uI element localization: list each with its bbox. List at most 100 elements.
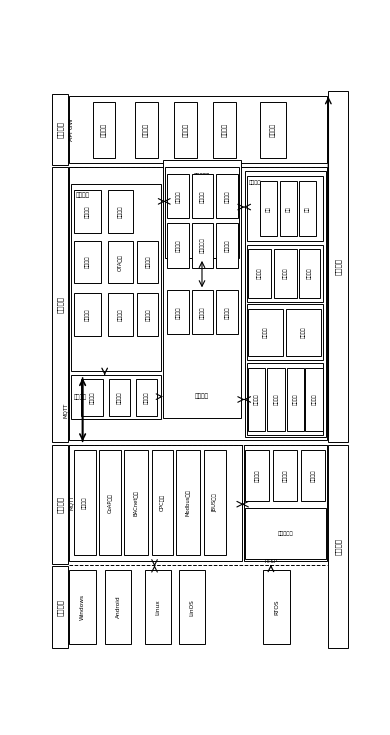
Bar [216,290,238,334]
Bar [299,181,316,237]
Text: 支付: 支付 [305,206,310,212]
Bar [192,290,213,334]
Bar [167,223,189,268]
Bar [247,304,323,360]
Bar [52,445,68,564]
Bar [69,445,241,561]
Text: 大屏模块: 大屏模块 [283,470,287,482]
Bar [135,101,158,158]
Text: 外部网关: 外部网关 [57,121,64,137]
Text: 人脸识别: 人脸识别 [249,309,262,314]
Text: Windows: Windows [80,594,85,620]
Bar [245,451,269,501]
Bar [305,368,323,431]
Bar [247,245,323,301]
Bar [176,451,200,555]
Text: Modbus模块: Modbus模块 [186,490,191,516]
Bar [273,451,297,501]
Bar [108,190,133,232]
Bar [124,451,149,555]
Text: 认证鉴权: 认证鉴权 [101,123,107,137]
Text: RTOS: RTOS [274,599,279,615]
Bar [248,309,283,356]
Bar [267,368,285,431]
Text: 前沿模块: 前沿模块 [255,470,260,482]
Text: 监控管理: 监控管理 [270,123,276,137]
Text: 数据监控: 数据监控 [200,306,205,318]
Text: 权限策略: 权限策略 [145,308,151,320]
Bar [192,174,213,218]
Bar [99,451,121,555]
Bar [69,168,327,440]
Text: 本地终端: 本地终端 [335,538,342,555]
Text: 日志审计: 日志审计 [145,256,151,268]
Bar [167,290,189,334]
Text: OPC模块: OPC模块 [160,494,165,512]
Text: CoAP模块: CoAP模块 [107,493,112,512]
Text: 人脸搜索: 人脸搜索 [301,327,306,338]
Bar [108,379,130,417]
Bar [301,451,325,501]
Text: API GW: API GW [69,118,74,141]
Text: 数据反馈: 数据反馈 [225,190,230,203]
Bar [71,375,161,419]
Bar [286,309,321,356]
Bar [204,451,226,555]
Bar [71,184,161,371]
Text: 感算储快播: 感算储快播 [277,531,293,536]
Bar [179,570,205,644]
Text: 协议转换: 协议转换 [144,123,149,137]
Text: 控制模块: 控制模块 [310,470,316,482]
Text: BACnet模块: BACnet模块 [134,490,138,516]
Text: 流量控制: 流量控制 [183,123,188,137]
Bar [108,293,133,335]
Bar [74,451,96,555]
Text: 数据聚合: 数据聚合 [200,190,205,203]
Text: RTSP: RTSP [264,559,277,564]
Bar [192,223,213,268]
Text: 数据清洗: 数据清洗 [176,190,181,203]
Text: 规则引擎: 规则引擎 [195,393,209,399]
Bar [74,293,101,335]
Bar [52,94,68,165]
Text: 采集模块: 采集模块 [82,497,87,509]
Bar [216,223,238,268]
Text: Android: Android [115,596,121,618]
Text: 数据预处理: 数据预处理 [200,237,205,254]
Text: 状态监测: 状态监测 [176,240,181,252]
Bar [163,160,241,417]
Bar [287,368,304,431]
Text: 目标模板: 目标模板 [118,205,123,218]
Bar [247,176,323,241]
Text: 机器学习: 机器学习 [257,268,262,279]
Bar [92,101,115,158]
Bar [167,174,189,218]
Bar [174,101,197,158]
Text: 管理中心: 管理中心 [76,193,90,198]
Text: 数据挖掘: 数据挖掘 [307,268,312,279]
Text: 接入网关: 接入网关 [57,296,64,313]
Text: MQTT: MQTT [69,495,74,510]
Text: 可视化编程: 可视化编程 [194,173,210,179]
Text: 模式计算: 模式计算 [283,268,288,279]
Text: 感知设备: 感知设备 [57,599,64,616]
Text: 设备管理: 设备管理 [273,394,278,405]
Text: 负载均衡: 负载均衡 [222,123,228,137]
Bar [247,363,323,434]
Text: LinOS: LinOS [190,599,195,616]
Text: 扩展能力: 扩展能力 [249,181,262,185]
Text: 设备管理: 设备管理 [85,308,90,320]
Bar [74,190,101,232]
Bar [74,241,101,284]
Bar [245,171,326,437]
Text: 云端平台: 云端平台 [335,258,342,275]
Text: 边缘网关: 边缘网关 [57,495,64,513]
Text: 颁发证书: 颁发证书 [85,205,90,218]
Bar [248,249,271,298]
Text: JBUS模块: JBUS模块 [212,493,217,512]
Bar [328,445,348,648]
Text: 应用管理: 应用管理 [118,308,123,320]
Bar [165,168,239,258]
Bar [82,379,103,417]
Text: 缴费: 缴费 [286,206,291,212]
